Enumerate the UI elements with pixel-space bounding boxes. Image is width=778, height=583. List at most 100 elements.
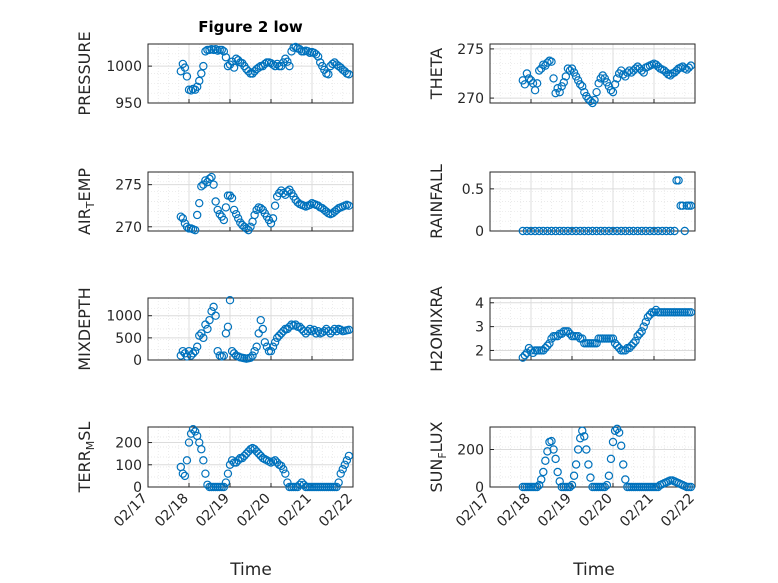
data-point (311, 329, 321, 338)
data-series (518, 56, 696, 108)
data-point (330, 324, 339, 334)
y-axis-label: AIRTEMP (75, 168, 97, 235)
data-point (268, 214, 278, 223)
data-point (547, 226, 556, 236)
data-point (324, 70, 333, 79)
subplot-3: 270 275 AIRTEMP (75, 168, 354, 236)
data-point (219, 482, 229, 492)
data-point (532, 482, 542, 492)
data-point (250, 346, 259, 356)
data-point (260, 338, 270, 347)
x-tick-label: 02/18 (152, 491, 192, 531)
data-point (313, 201, 323, 210)
x-tick-label: 02/20 (234, 491, 274, 531)
data-point (551, 454, 560, 464)
y-axis-label: TERRMSL (75, 422, 97, 494)
data-point (653, 226, 663, 236)
data-point (592, 87, 601, 97)
data-point (600, 226, 610, 236)
data-point (252, 342, 261, 351)
data-point (645, 310, 655, 319)
data-point (539, 346, 548, 355)
data-point (275, 188, 284, 198)
y-tick-label: 275 (457, 42, 484, 58)
axes-frame (489, 297, 696, 361)
data-point (535, 226, 544, 236)
data-point (633, 226, 642, 236)
axes-frame (147, 171, 354, 232)
y-tick-label: 100 (115, 458, 142, 474)
y-tick-label: 1000 (106, 309, 142, 325)
data-point (176, 351, 185, 360)
subplot-7: 0 100 200 02/17 02/18 02/19 02/20 02/21 02/22 TER… (75, 422, 356, 531)
data-point (248, 351, 257, 360)
data-point (571, 460, 581, 469)
data-point (606, 454, 616, 464)
y-axis-label: MIXDEPTH (75, 287, 94, 370)
data-point (219, 351, 229, 360)
y-tick-label: 0 (475, 480, 484, 496)
data-point (305, 200, 315, 210)
data-point (227, 193, 237, 203)
y-tick-label: 200 (457, 443, 484, 459)
y-axis-label: H2OMIXRA (427, 286, 446, 372)
data-point (629, 339, 638, 348)
x-tick-label: 02/17 (111, 491, 151, 531)
data-point (608, 226, 618, 236)
y-tick-label: 0 (133, 480, 142, 496)
data-point (199, 333, 208, 343)
data-point (336, 325, 345, 335)
y-tick-label: 500 (115, 331, 142, 347)
data-point (303, 327, 313, 336)
data-point (205, 315, 214, 325)
y-axis-label: THETA (427, 48, 446, 100)
data-point (639, 68, 648, 77)
data-point (573, 445, 583, 454)
data-point (199, 180, 208, 189)
data-point (569, 471, 579, 480)
data-point (291, 42, 300, 52)
subplot-8: 0 200 02/17 02/18 02/19 02/20 02/21 02/22 SUNFLU… (427, 421, 698, 530)
data-point (553, 467, 562, 477)
data-point (246, 353, 255, 362)
data-point (192, 210, 202, 220)
data-point (604, 226, 614, 236)
data-point (246, 222, 255, 231)
data-point (178, 469, 188, 478)
data-point (242, 224, 251, 233)
data-point (600, 482, 610, 492)
data-point (520, 351, 530, 360)
data-series (518, 305, 696, 362)
data-point (578, 426, 587, 435)
subplot-4: 0 0.5 RAINFALL (427, 164, 696, 240)
data-point (295, 44, 304, 54)
data-series (518, 176, 696, 236)
data-point (272, 59, 282, 69)
data-point (209, 302, 218, 312)
data-point (332, 482, 341, 492)
data-point (610, 426, 620, 435)
data-point (576, 226, 585, 236)
data-point (229, 205, 239, 215)
data-point (637, 226, 646, 236)
data-point (522, 226, 532, 236)
data-point (178, 346, 188, 356)
data-point (569, 68, 579, 77)
data-point (266, 346, 276, 356)
x-tick-label: 02/22 (316, 491, 356, 531)
data-point (588, 226, 597, 236)
data-point (344, 451, 354, 461)
data-point (578, 334, 587, 343)
data-point (244, 67, 253, 76)
x-axis-label-left: Time (229, 560, 272, 580)
data-point (686, 201, 696, 210)
data-point (567, 226, 577, 236)
y-tick-label: 1000 (106, 59, 142, 75)
x-tick-label: 02/21 (617, 491, 657, 531)
data-point (225, 191, 235, 200)
data-point (662, 226, 671, 236)
data-series (176, 172, 354, 235)
data-point (631, 336, 640, 346)
data-point (311, 50, 321, 59)
